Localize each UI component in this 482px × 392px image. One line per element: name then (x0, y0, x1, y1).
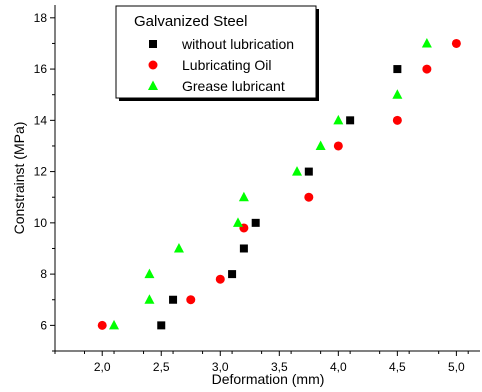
legend-entry-label: without lubrication (181, 36, 294, 52)
circle-point (215, 274, 225, 284)
legend-marker-square (149, 40, 157, 48)
triangle-point (109, 319, 120, 330)
legend-entries: without lubrication Lubricating Oil Grease… (148, 36, 294, 94)
y-tick-label: 12 (34, 165, 48, 179)
x-tick-label: 2,0 (94, 360, 111, 374)
x-axis-label: Deformation (mm) (212, 371, 325, 387)
square-point (251, 218, 260, 227)
circle-point (451, 38, 461, 48)
y-axis-label: Constrainst (MPa) (11, 122, 27, 235)
legend-marker-triangle (148, 80, 158, 90)
legend-box (115, 5, 317, 99)
triangle-point (392, 89, 403, 99)
ticks: 2,0 2,5 3,0 3,5 4,0 4,5 5,0 6 8 10 12 14 16 18 (34, 11, 469, 374)
circle-point (392, 115, 402, 125)
triangle-point (232, 217, 243, 227)
square-point (304, 167, 313, 176)
y-tick-label: 6 (40, 318, 47, 332)
circle-point (97, 320, 107, 330)
x-tick-label: 2,5 (153, 360, 170, 374)
y-tick-label: 8 (40, 267, 47, 281)
x-tick-label: 5,0 (448, 360, 465, 374)
triangle-point (333, 114, 344, 125)
square-point (393, 65, 402, 74)
x-tick-label: 4,0 (330, 360, 347, 374)
triangle-point (173, 242, 184, 253)
circle-point (422, 64, 432, 74)
y-tick-label: 16 (34, 62, 48, 76)
y-tick-label: 14 (34, 113, 48, 127)
x-tick-label: 3,0 (212, 360, 229, 374)
x-tick-label: 3,5 (271, 360, 288, 374)
triangle-point (144, 268, 155, 279)
y-tick-label: 10 (34, 216, 48, 230)
triangle-point (315, 140, 326, 150)
circle-point (333, 141, 343, 151)
square-point (228, 270, 237, 279)
square-point (346, 116, 355, 125)
circle-point (304, 192, 314, 202)
square-point (239, 244, 248, 253)
legend-entry-label: Lubricating Oil (182, 57, 272, 73)
legend-marker-circle (148, 60, 158, 70)
x-tick-label: 4,5 (389, 360, 406, 374)
triangle-point (421, 37, 432, 48)
triangle-point (292, 166, 303, 176)
circle-point (186, 295, 196, 305)
legend-entry-label: Grease lubricant (182, 78, 285, 94)
data-points (97, 37, 461, 330)
triangle-point (144, 294, 155, 304)
y-tick-label: 18 (34, 11, 48, 25)
square-point (169, 295, 178, 304)
square-point (157, 321, 166, 330)
triangle-point (238, 191, 249, 202)
legend-title: Galvanized Steel (134, 13, 247, 30)
legend: Galvanized Steel without lubrication Lubr… (115, 5, 319, 101)
